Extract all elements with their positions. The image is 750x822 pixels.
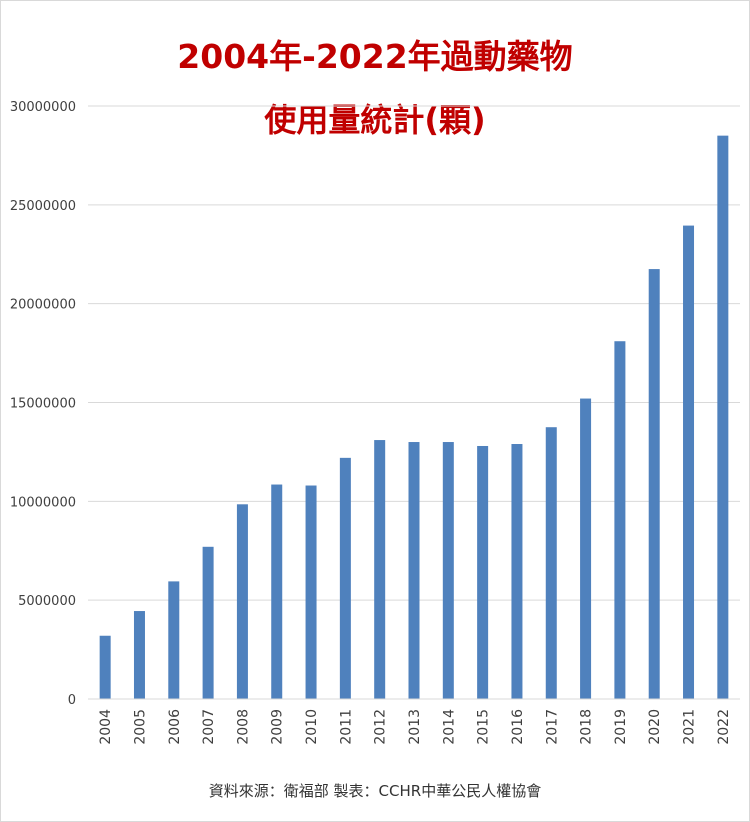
y-tick-label: 30000000 bbox=[10, 100, 76, 115]
x-tick-label: 2021 bbox=[682, 709, 698, 745]
x-axis-tick-labels: 2004 2005 2006 2007 2008 2009 2010 2011 2012 2013… bbox=[98, 709, 732, 745]
x-tick-label: 2006 bbox=[167, 709, 183, 745]
y-axis-tick-labels: 0 5000000 10000000 15000000 20000000 25000000… bbox=[10, 100, 76, 708]
bars bbox=[99, 135, 729, 700]
x-tick-label: 2014 bbox=[441, 709, 457, 745]
bar-2014 bbox=[442, 442, 454, 699]
bar-2016 bbox=[511, 444, 523, 699]
bar-2006 bbox=[168, 581, 180, 699]
bar-2017 bbox=[545, 427, 557, 699]
bar-2004 bbox=[99, 635, 111, 699]
chart-title: 2004年-2022年過動藥物 bbox=[177, 37, 573, 76]
x-tick-label: 2012 bbox=[373, 709, 389, 745]
y-tick-label: 20000000 bbox=[10, 298, 76, 313]
bar-2005 bbox=[133, 611, 145, 699]
bar-2008 bbox=[236, 504, 248, 699]
y-tick-label: 15000000 bbox=[10, 397, 76, 412]
chart-subtitle: 使用量統計(顆) bbox=[264, 101, 486, 139]
bar-2022 bbox=[717, 135, 729, 699]
x-tick-label: 2008 bbox=[235, 709, 251, 745]
x-tick-label: 2017 bbox=[544, 709, 560, 745]
x-tick-label: 2011 bbox=[338, 709, 354, 745]
x-tick-label: 2018 bbox=[579, 709, 595, 745]
x-tick-label: 2016 bbox=[510, 709, 526, 745]
bar-2015 bbox=[477, 445, 489, 699]
source-note: 資料來源：衛福部 製表：CCHR中華公民人權協會 bbox=[208, 782, 542, 800]
bar-2012 bbox=[374, 440, 386, 699]
y-tick-label: 25000000 bbox=[10, 199, 76, 214]
y-tick-label: 10000000 bbox=[10, 495, 76, 510]
x-tick-label: 2020 bbox=[647, 709, 663, 745]
x-tick-label: 2010 bbox=[304, 709, 320, 745]
x-tick-label: 2005 bbox=[132, 709, 148, 745]
bar-2021 bbox=[683, 225, 695, 700]
x-tick-label: 2022 bbox=[716, 709, 732, 745]
x-tick-label: 2013 bbox=[407, 709, 423, 745]
x-tick-label: 2009 bbox=[270, 709, 286, 745]
x-tick-label: 2004 bbox=[98, 709, 114, 745]
bar-2009 bbox=[271, 484, 283, 699]
bar-2013 bbox=[408, 442, 420, 699]
x-tick-label: 2007 bbox=[201, 709, 217, 745]
bar-2007 bbox=[202, 546, 214, 699]
x-tick-label: 2019 bbox=[613, 709, 629, 745]
bar-2018 bbox=[580, 398, 592, 699]
bar-2019 bbox=[614, 341, 626, 699]
x-tick-label: 2015 bbox=[476, 709, 492, 745]
y-tick-label: 5000000 bbox=[18, 594, 76, 609]
bar-2011 bbox=[339, 457, 351, 699]
bar-2020 bbox=[648, 269, 660, 699]
bar-2010 bbox=[305, 485, 317, 699]
y-tick-label: 0 bbox=[68, 693, 76, 708]
